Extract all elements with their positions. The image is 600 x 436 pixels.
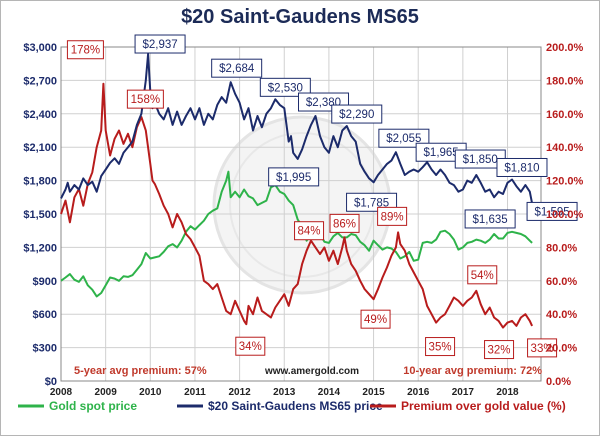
price-callout: $2,290	[339, 109, 374, 121]
price-callout-box	[259, 77, 311, 97]
right-tick-label: 180.0%	[546, 75, 584, 87]
x-tick-label: 2008	[50, 387, 73, 398]
premium-callout: 54%	[471, 270, 494, 282]
price-callout-box	[496, 157, 548, 177]
left-tick-label: $600	[33, 309, 57, 321]
price-callout: $1,810	[504, 162, 539, 174]
left-tick-label: $300	[33, 343, 57, 355]
left-tick-label: $1,800	[23, 176, 57, 188]
price-callout: $2,937	[142, 39, 177, 51]
right-tick-label: 20.0%	[546, 343, 577, 355]
right-tick-label: 160.0%	[546, 109, 584, 121]
x-tick-label: 2016	[407, 387, 430, 398]
legend: Gold spot price $20 Saint-Gaudens MS65 pr…	[18, 399, 566, 413]
price-callout: $1,595	[534, 206, 569, 218]
series-line-2	[60, 82, 534, 329]
left-tick-label: $1,200	[23, 242, 57, 254]
premium-callout-box	[484, 340, 515, 360]
premium-callout-box	[126, 89, 164, 109]
price-callout: $2,684	[219, 63, 255, 75]
x-tick-label: 2010	[139, 387, 162, 398]
series-layer	[60, 53, 534, 329]
price-callout-box	[134, 34, 186, 54]
price-callout: $1,635	[473, 214, 508, 226]
x-tick-label: 2009	[95, 387, 118, 398]
premium-callout: 84%	[298, 226, 321, 238]
legend-label: Gold spot price	[49, 399, 137, 413]
premium-callout-box	[360, 309, 391, 329]
premium-callout: 49%	[364, 314, 387, 326]
premium-callout-box	[467, 265, 498, 285]
right-tick-label: 80.0%	[546, 242, 577, 254]
left-tick-label: $900	[33, 276, 57, 288]
left-tick-label: $3,000	[23, 42, 57, 54]
price-callout-box	[268, 167, 320, 187]
premium-callout-box	[235, 336, 266, 356]
right-tick-label: 0.0%	[546, 376, 571, 388]
premium-callout-box	[527, 338, 558, 358]
left-tick-label: $2,100	[23, 142, 57, 154]
right-tick-label: 40.0%	[546, 309, 577, 321]
x-tick-label: 2015	[362, 387, 385, 398]
x-tick-label: 2011	[184, 387, 206, 398]
notes: 5-year avg premium: 57% www.amergold.com…	[74, 365, 542, 377]
price-callout: $2,055	[386, 133, 421, 145]
right-tick-label: 140.0%	[546, 142, 584, 154]
premium-callout: 178%	[71, 45, 100, 57]
price-callout: $2,530	[268, 82, 303, 94]
right-axis: 0.0% 20.0% 40.0% 60.0% 80.0% 100.0% 120.0% 140.…	[546, 42, 584, 388]
five-year-note: 5-year avg premium: 57%	[74, 365, 207, 377]
price-callout-box	[211, 58, 263, 78]
x-axis: 2008 2009 2010 2011 2012 2013 2014 2015 2016 2017…	[50, 387, 519, 398]
ten-year-note: 10-year avg premium: 72%	[403, 365, 542, 377]
premium-callout-box	[66, 40, 104, 60]
right-tick-label: 120.0%	[546, 176, 584, 188]
x-tick-label: 2018	[496, 387, 519, 398]
premium-callout-box	[425, 337, 456, 357]
x-tick-label: 2014	[318, 387, 341, 398]
price-callout-box	[346, 192, 398, 212]
series-line-1	[60, 53, 534, 204]
price-callout: $1,995	[276, 172, 311, 184]
premium-callout: 32%	[488, 345, 511, 357]
premium-callout: 33%	[531, 343, 554, 355]
price-callout-box	[526, 201, 578, 221]
left-tick-label: $2,400	[23, 109, 57, 121]
legend-label: $20 Saint-Gaudens MS65 price	[208, 399, 383, 413]
left-axis: $0 $300 $600 $900 $1,200 $1,500 $1,800 $2,100 $2…	[23, 42, 57, 388]
left-tick-label: $2,700	[23, 75, 57, 87]
premium-callout-box	[377, 206, 408, 226]
website-note: www.amergold.com	[264, 366, 359, 377]
premium-callout-box	[329, 213, 360, 233]
price-callout-box	[331, 104, 383, 124]
right-tick-label: 100.0%	[546, 209, 584, 221]
legend-label: Premium over gold value (%)	[401, 399, 566, 413]
x-tick-label: 2012	[228, 387, 251, 398]
price-callout-box	[378, 128, 430, 148]
x-tick-label: 2013	[273, 387, 296, 398]
price-callout: $1,785	[354, 197, 389, 209]
price-callout: $1,965	[424, 147, 459, 159]
right-tick-label: 200.0%	[546, 42, 584, 54]
premium-callout: 86%	[333, 218, 356, 230]
premium-callout: 158%	[131, 94, 160, 106]
price-callout-box	[464, 209, 516, 229]
left-tick-label: $0	[45, 376, 57, 388]
left-tick-label: $1,500	[23, 209, 57, 221]
right-tick-label: 60.0%	[546, 276, 577, 288]
premium-callout-box	[294, 221, 325, 241]
price-callout: $1,850	[463, 154, 498, 166]
premium-callout: 34%	[239, 341, 262, 353]
chart-title: $20 Saint-Gaudens MS65	[181, 6, 419, 28]
callouts: $2,937$2,684$2,530$2,380$2,290$1,995$2,0…	[66, 34, 578, 360]
x-tick-label: 2017	[452, 387, 475, 398]
premium-callout: 89%	[381, 211, 404, 223]
premium-callout: 35%	[429, 342, 452, 354]
series-line-0	[60, 170, 533, 298]
